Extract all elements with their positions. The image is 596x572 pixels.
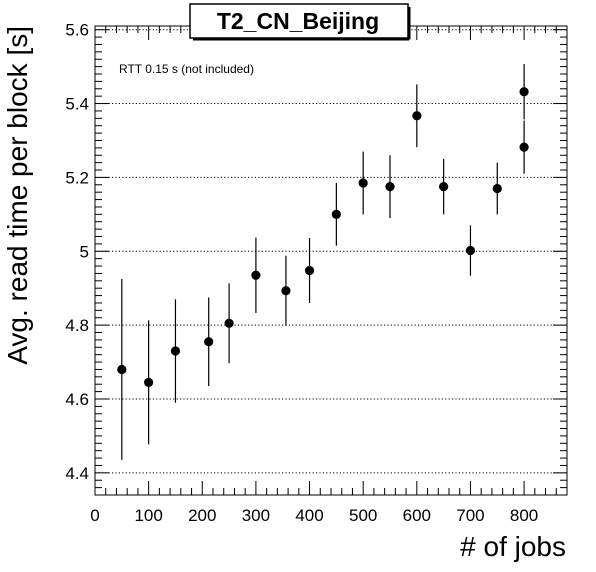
data-point bbox=[412, 111, 422, 121]
x-tick-label: 200 bbox=[188, 506, 216, 525]
y-tick-label: 4.4 bbox=[65, 464, 89, 483]
tick-labels: 4.4 4.6 4.8 5 5.2 5.4 5.6 0 100 200 300 400 500 600 70… bbox=[65, 21, 538, 525]
data-point bbox=[304, 265, 315, 276]
data-point bbox=[519, 142, 529, 152]
x-tick-label: 300 bbox=[242, 506, 270, 525]
data-point bbox=[519, 87, 529, 97]
y-tick-label: 5 bbox=[80, 242, 89, 261]
y-tick-label: 5.4 bbox=[65, 95, 89, 114]
annotation-text: RTT 0.15 s (not included) bbox=[119, 62, 254, 76]
data-point bbox=[439, 182, 449, 192]
data-point bbox=[331, 209, 341, 219]
chart-title-box: T2_CN_Beijing bbox=[189, 3, 411, 41]
x-tick-label: 400 bbox=[295, 506, 323, 525]
data-point bbox=[144, 377, 154, 387]
y-axis-label: Avg. read time per block [s] bbox=[2, 26, 33, 365]
x-tick-label: 0 bbox=[90, 506, 99, 525]
data-point bbox=[492, 183, 502, 194]
data-point bbox=[251, 270, 261, 280]
x-axis-label: # of jobs bbox=[460, 531, 566, 562]
y-tick-label: 5.6 bbox=[65, 21, 89, 40]
y-tick-label: 4.8 bbox=[65, 316, 89, 335]
data-point bbox=[281, 286, 291, 296]
x-tick-label: 700 bbox=[456, 506, 484, 525]
x-tick-label: 800 bbox=[510, 506, 538, 525]
data-point bbox=[385, 182, 395, 192]
data-point bbox=[117, 364, 127, 375]
data-point bbox=[465, 245, 476, 256]
chart-title: T2_CN_Beijing bbox=[217, 8, 379, 34]
y-tick-label: 4.6 bbox=[65, 390, 89, 409]
x-tick-label: 500 bbox=[349, 506, 377, 525]
y-tick-label: 5.2 bbox=[65, 168, 89, 187]
data-point bbox=[224, 318, 234, 328]
data-points bbox=[117, 64, 529, 460]
data-point bbox=[358, 178, 368, 188]
x-tick-label: 600 bbox=[403, 506, 431, 525]
x-tick-label: 100 bbox=[134, 506, 162, 525]
plot-frame bbox=[94, 25, 568, 496]
data-point bbox=[170, 346, 181, 356]
data-point bbox=[204, 337, 214, 347]
grid-lines bbox=[95, 29, 567, 474]
